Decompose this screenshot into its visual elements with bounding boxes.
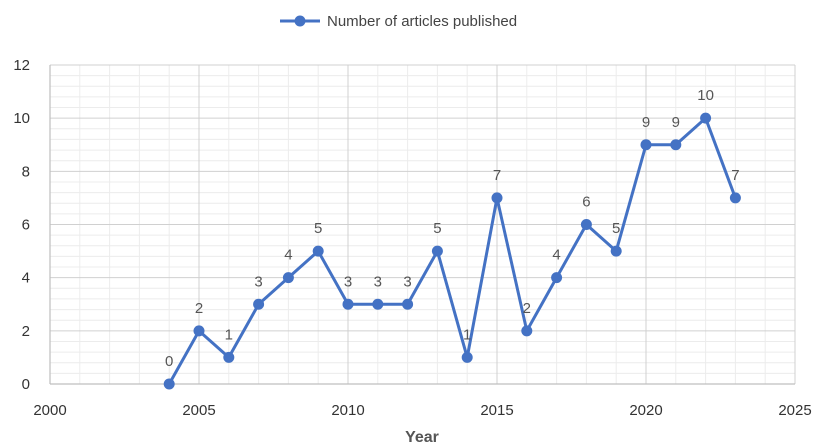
series-line (167, 116, 737, 385)
data-point (372, 298, 384, 310)
data-label: 4 (552, 247, 560, 264)
data-point (163, 378, 175, 390)
major-gridlines (49, 64, 796, 385)
x-tick-label: 2020 (629, 402, 662, 419)
data-point (729, 192, 741, 204)
data-point (700, 112, 712, 124)
data-point (402, 298, 414, 310)
data-label: 5 (433, 220, 441, 237)
data-label: 1 (225, 326, 233, 343)
x-tick-label: 2010 (331, 402, 364, 419)
data-label: 5 (612, 220, 620, 237)
y-tick-label: 6 (22, 217, 30, 234)
legend: Number of articles published (280, 13, 517, 30)
data-point (312, 245, 324, 257)
y-tick-label: 10 (13, 110, 30, 127)
data-point (342, 298, 354, 310)
data-label: 10 (697, 87, 714, 104)
x-tick-label: 2025 (778, 402, 811, 419)
x-tick-label: 2005 (182, 402, 215, 419)
data-label: 0 (165, 353, 173, 370)
data-label: 3 (254, 273, 262, 290)
y-tick-label: 2 (22, 323, 30, 340)
x-tick-label: 2015 (480, 402, 513, 419)
data-point (580, 219, 592, 230)
data-point (253, 298, 265, 310)
y-tick-label: 12 (13, 57, 30, 74)
data-point (640, 139, 652, 151)
data-point (491, 192, 503, 204)
data-point (610, 245, 622, 257)
data-label: 1 (463, 326, 471, 343)
x-tick-label: 2000 (33, 402, 66, 419)
data-label: 9 (642, 114, 650, 131)
y-tick-label: 8 (22, 163, 30, 180)
data-label: 4 (284, 247, 292, 264)
data-label: 6 (582, 194, 590, 211)
legend-marker (294, 15, 306, 27)
data-point (223, 351, 235, 363)
data-point (282, 272, 294, 284)
y-tick-label: 4 (22, 270, 30, 287)
data-label: 3 (403, 273, 411, 290)
data-labels: 0 2 1 3 4 5 3 3 3 5 1 7 2 4 6 5 9 9 10 7 (165, 87, 740, 370)
y-tick-label: 0 (22, 376, 30, 393)
data-label: 3 (344, 273, 352, 290)
data-label: 7 (731, 167, 739, 184)
x-axis-title: Year (405, 429, 439, 446)
legend-label: Number of articles published (327, 13, 517, 30)
data-label: 2 (195, 300, 203, 317)
data-label: 5 (314, 220, 322, 237)
series-group (163, 112, 741, 390)
data-label: 3 (374, 273, 382, 290)
data-point (461, 351, 473, 363)
data-point (193, 325, 205, 337)
data-label: 7 (493, 167, 501, 184)
data-point (670, 139, 682, 151)
data-point (521, 325, 533, 337)
data-label: 2 (523, 300, 531, 317)
data-label: 9 (672, 114, 680, 131)
data-point (431, 245, 443, 257)
data-point (551, 272, 563, 284)
